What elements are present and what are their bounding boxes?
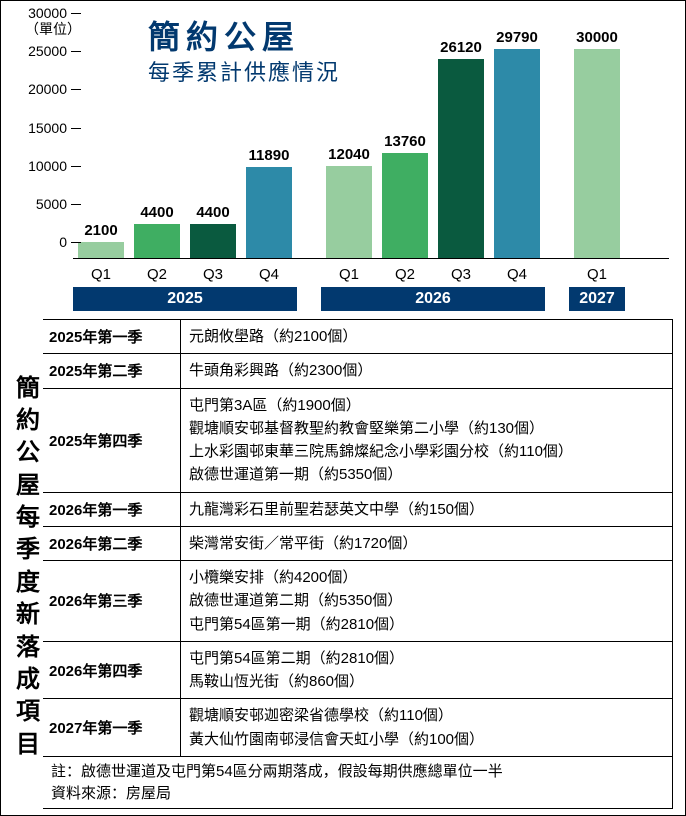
quarter-label: Q2	[377, 266, 433, 283]
vertical-title-char: 目	[16, 729, 40, 761]
chart-title-line2: 每季累計供應情況	[148, 55, 340, 87]
chart-region: （單位） 簡約公屋 每季累計供應情況 210044004400118901204…	[1, 1, 685, 319]
table-row: 2026年第一季九龍灣彩石里前聖若瑟英文中學（約150個）	[43, 492, 672, 526]
quarter-label: Q4	[489, 266, 545, 283]
y-tick: 25000	[25, 43, 67, 59]
quarter-label: Q2	[129, 266, 185, 283]
items-cell: 屯門第54區第二期（約2810個）馬鞍山恆光街（約860個）	[181, 642, 672, 699]
quarter-cell: 2027年第一季	[43, 699, 181, 756]
bar	[78, 242, 124, 258]
quarter-label: Q3	[433, 266, 489, 283]
bar	[190, 224, 236, 258]
table-row: 2025年第一季元朗攸壆路（約2100個）	[43, 319, 672, 353]
table-row: 2025年第二季牛頭角彩興路（約2300個）	[43, 353, 672, 387]
bar	[382, 153, 428, 258]
y-tick: 30000	[25, 5, 67, 21]
table-vertical-title: 簡約公屋每季度新落成項目	[13, 319, 43, 809]
quarter-cell: 2025年第一季	[43, 320, 181, 353]
table-row: 2026年第四季屯門第54區第二期（約2810個）馬鞍山恆光街（約860個）	[43, 641, 672, 699]
bar-wrap: 13760	[377, 29, 433, 258]
chart-title-line1: 簡約公屋	[148, 21, 340, 55]
notes-cell: 註：啟德世運道及屯門第54區分兩期落成，假設每期供應總單位一半資料來源：房屋局	[43, 757, 672, 808]
quarter-label: Q3	[185, 266, 241, 283]
table-region: 簡約公屋每季度新落成項目 2025年第一季元朗攸壆路（約2100個）2025年第…	[1, 319, 685, 815]
chart-header: 簡約公屋 每季累計供應情況	[148, 21, 340, 87]
vertical-title-char: 成	[16, 664, 40, 696]
items-cell: 元朗攸壆路（約2100個）	[181, 320, 672, 353]
quarter-label: Q4	[241, 266, 297, 283]
y-tick: 10000	[25, 158, 67, 174]
y-tick: 0	[25, 234, 67, 250]
quarter-cell: 2025年第四季	[43, 389, 181, 492]
vertical-title-char: 項	[16, 696, 40, 728]
chart-year-band: 2025 2026 2027	[73, 287, 669, 311]
bar-value-label: 11890	[249, 147, 290, 164]
projects-table: 2025年第一季元朗攸壆路（約2100個）2025年第二季牛頭角彩興路（約230…	[43, 319, 673, 809]
bar-value-label: 30000	[576, 29, 618, 46]
bar	[326, 166, 372, 258]
quarter-cell: 2026年第四季	[43, 642, 181, 699]
chart-quarter-labels: Q1Q2Q3Q4Q1Q2Q3Q4Q1	[73, 266, 669, 283]
bar-value-label: 4400	[140, 204, 173, 221]
items-cell: 柴灣常安街／常平街（約1720個）	[181, 527, 672, 560]
vertical-title-char: 屋	[16, 470, 40, 502]
bar	[134, 224, 180, 258]
bar	[574, 49, 620, 258]
y-tick: 5000	[25, 196, 67, 212]
bar-wrap: 2100	[73, 29, 129, 258]
bar-value-label: 29790	[496, 29, 538, 46]
table-row: 2027年第一季觀塘順安邨迦密梁省德學校（約110個）黃大仙竹園南邨浸信會天虹小…	[43, 698, 672, 756]
bar	[246, 167, 292, 258]
bar	[438, 59, 484, 258]
vertical-title-char: 約	[16, 405, 40, 437]
vertical-title-char: 公	[16, 437, 40, 469]
quarter-label: Q1	[569, 266, 625, 283]
vertical-title-char: 度	[16, 567, 40, 599]
year-label: 2025	[73, 287, 297, 311]
y-tick: 20000	[25, 81, 67, 97]
table-row: 2025年第四季屯門第3A區（約1900個）觀塘順安邨基督教聖約教會堅樂第二小學…	[43, 388, 672, 492]
table-row: 2026年第三季小欖樂安排（約4200個）啟德世運道第二期（約5350個）屯門第…	[43, 560, 672, 641]
infographic-root: （單位） 簡約公屋 每季累計供應情況 210044004400118901204…	[0, 0, 686, 816]
bar-group: 12040 13760 26120 29790	[321, 29, 545, 258]
bar-wrap: 29790	[489, 29, 545, 258]
items-cell: 小欖樂安排（約4200個）啟德世運道第二期（約5350個）屯門第54區第一期（約…	[181, 561, 672, 641]
bar-wrap: 30000	[569, 29, 625, 258]
bar-value-label: 4400	[196, 204, 229, 221]
quarter-cell: 2026年第三季	[43, 561, 181, 641]
notes-row: 註：啟德世運道及屯門第54區分兩期落成，假設每期供應總單位一半資料來源：房屋局	[43, 756, 672, 809]
quarter-label: Q1	[321, 266, 377, 283]
vertical-title-char: 落	[16, 632, 40, 664]
vertical-title-char: 簡	[16, 373, 40, 405]
vertical-title-char: 每	[16, 502, 40, 534]
quarter-label: Q1	[73, 266, 129, 283]
chart-box: （單位） 簡約公屋 每季累計供應情況 210044004400118901204…	[13, 11, 673, 311]
items-cell: 牛頭角彩興路（約2300個）	[181, 354, 672, 387]
y-tick: 15000	[25, 120, 67, 136]
year-label: 2026	[321, 287, 545, 311]
year-label: 2027	[569, 287, 625, 311]
table-row: 2026年第二季柴灣常安街／常平街（約1720個）	[43, 526, 672, 560]
vertical-title-char: 新	[16, 599, 40, 631]
vertical-title-char: 季	[16, 534, 40, 566]
bar-group: 30000	[569, 29, 625, 258]
items-cell: 九龍灣彩石里前聖若瑟英文中學（約150個）	[181, 493, 672, 526]
bar	[494, 49, 540, 258]
bar-value-label: 12040	[328, 146, 370, 163]
quarter-cell: 2025年第二季	[43, 354, 181, 387]
quarter-cell: 2026年第二季	[43, 527, 181, 560]
bar-value-label: 2100	[84, 222, 117, 239]
bar-wrap: 26120	[433, 29, 489, 258]
bar-value-label: 13760	[384, 133, 426, 150]
quarter-cell: 2026年第一季	[43, 493, 181, 526]
bar-value-label: 26120	[440, 39, 482, 56]
items-cell: 屯門第3A區（約1900個）觀塘順安邨基督教聖約教會堅樂第二小學（約130個）上…	[181, 389, 672, 492]
items-cell: 觀塘順安邨迦密梁省德學校（約110個）黃大仙竹園南邨浸信會天虹小學（約100個）	[181, 699, 672, 756]
